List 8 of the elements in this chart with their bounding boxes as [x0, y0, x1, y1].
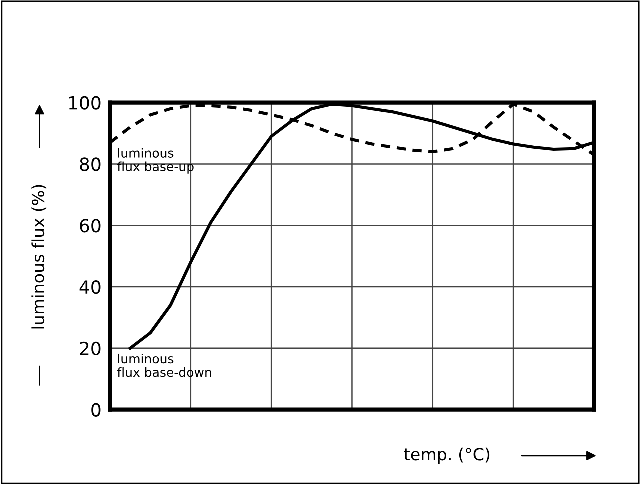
y-tick-label: 80	[80, 158, 101, 172]
y-axis-title: luminous flux (%)	[32, 185, 47, 329]
y-tick-label: 20	[80, 342, 101, 356]
x-axis-title: temp. (°C)	[404, 448, 490, 464]
y-tick-label: 100	[69, 96, 101, 110]
y-tick-label: 0	[92, 403, 101, 417]
y-tick-label: 40	[80, 280, 101, 294]
y-tick-label: 60	[80, 219, 101, 233]
